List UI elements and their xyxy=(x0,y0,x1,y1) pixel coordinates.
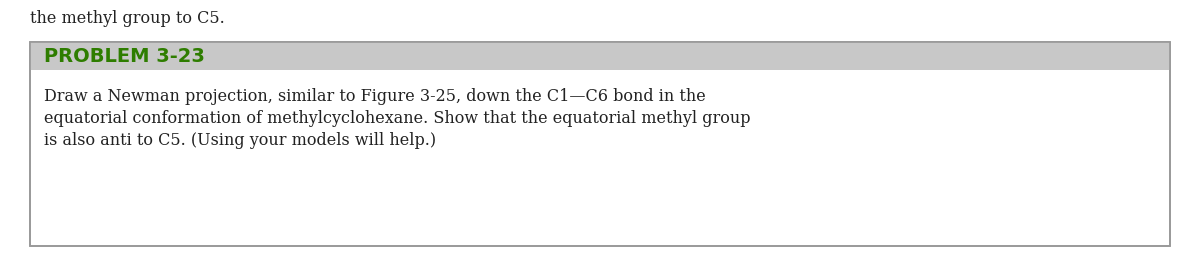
Text: equatorial conformation of methylcyclohexane. Show that the equatorial methyl gr: equatorial conformation of methylcyclohe… xyxy=(44,110,750,127)
Text: the methyl group to C5.: the methyl group to C5. xyxy=(30,10,224,27)
Bar xyxy=(30,42,1170,246)
Text: Draw a Newman projection, similar to Figure 3-25, down the C1—C6 bond in the: Draw a Newman projection, similar to Fig… xyxy=(44,88,706,105)
Text: is also anti to C5. (Using your models will help.): is also anti to C5. (Using your models w… xyxy=(44,132,436,149)
Bar xyxy=(30,42,1170,70)
Bar xyxy=(30,42,1170,246)
Text: PROBLEM 3-23: PROBLEM 3-23 xyxy=(44,46,205,66)
